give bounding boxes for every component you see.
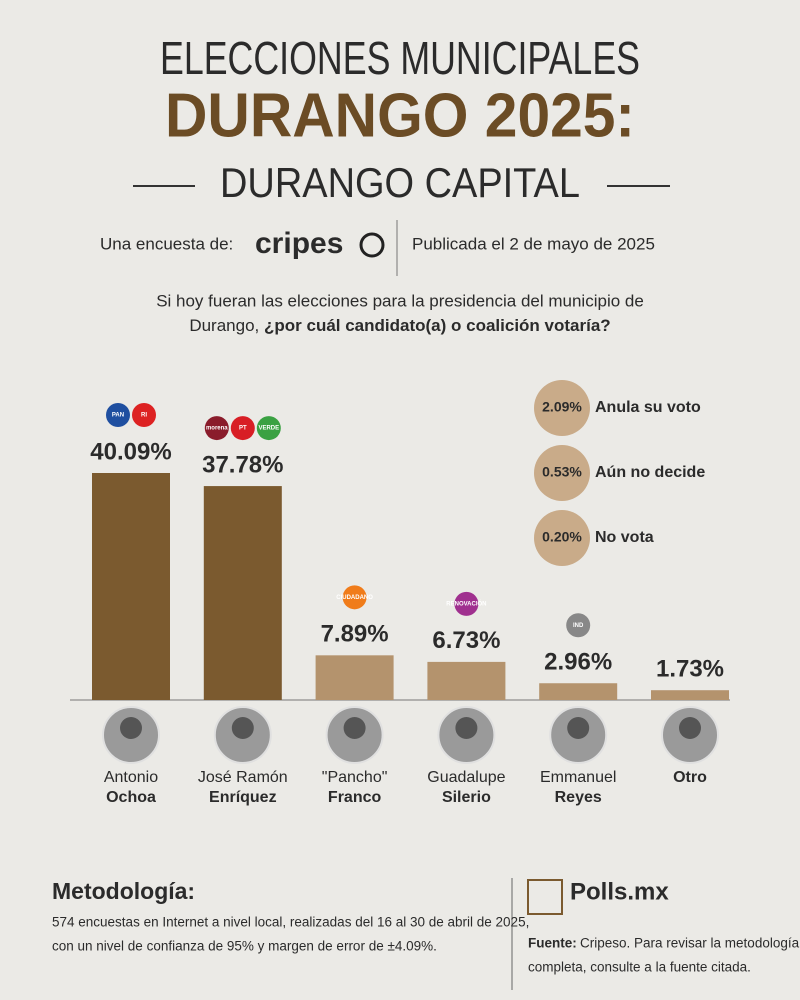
title-line2: DURANGO 2025: xyxy=(165,81,635,150)
category-last: Enríquez xyxy=(209,789,277,806)
party-logo-text: morena xyxy=(206,426,228,432)
value-label: 40.09% xyxy=(90,438,171,465)
category-last: Franco xyxy=(328,789,382,806)
bar xyxy=(539,683,618,700)
bar xyxy=(92,473,170,700)
value-label: 7.89% xyxy=(321,621,389,648)
brand: Polls.mx xyxy=(570,878,669,905)
party-logo xyxy=(342,585,367,610)
category-first: Emmanuel xyxy=(540,769,616,786)
party-logo xyxy=(454,591,479,616)
other-value: 2.09% xyxy=(542,399,582,415)
party-logo xyxy=(204,416,229,441)
question-bold: ¿por cuál candidato(a) o coalición votar… xyxy=(264,316,611,335)
party-logo-text: PT xyxy=(239,426,247,432)
category-first: Guadalupe xyxy=(427,769,505,786)
category-last: Ochoa xyxy=(106,789,156,806)
other-bubble xyxy=(534,380,590,436)
bar xyxy=(203,486,282,700)
published: Publicada el 2 de mayo de 2025 xyxy=(412,234,655,253)
value-label: 6.73% xyxy=(432,627,500,654)
pollster-icon xyxy=(359,232,385,258)
category-last: Otro xyxy=(673,769,707,786)
party-logo-text: RI xyxy=(141,413,147,419)
source-line: completa, consulte a la fuente citada. xyxy=(528,960,751,975)
category-first: "Pancho" xyxy=(322,769,388,786)
other-value: 0.53% xyxy=(542,464,582,480)
party-logo xyxy=(256,416,281,441)
value-label: 2.96% xyxy=(544,649,612,676)
candidate-head xyxy=(120,717,142,739)
candidate-head xyxy=(567,717,590,739)
question-plain: Durango, xyxy=(189,316,259,335)
methodology-line: con un nivel de confianza de 95% y marge… xyxy=(52,939,437,954)
value-label: 37.78% xyxy=(202,451,283,478)
bar xyxy=(315,655,394,700)
category-first: Antonio xyxy=(104,769,158,786)
methodology-line: 574 encuestas en Internet a nivel local,… xyxy=(52,915,529,930)
party-logo-text: RENOVACIÓN xyxy=(446,599,486,607)
brand-icon xyxy=(527,879,563,915)
candidate-head xyxy=(231,717,254,739)
value-label: 1.73% xyxy=(656,656,724,683)
category-last: Reyes xyxy=(555,789,602,806)
bar xyxy=(427,661,506,700)
party-logo xyxy=(132,403,156,427)
candidate-head xyxy=(679,717,701,739)
question: Si hoy fueran las elecciones para la pre… xyxy=(156,291,644,310)
party-logo xyxy=(106,403,130,427)
candidate-head xyxy=(455,717,478,739)
question: Durango, ¿por cuál candidato(a) o coalic… xyxy=(189,316,610,335)
candidate-head xyxy=(343,717,366,739)
category-first: José Ramón xyxy=(198,769,288,786)
pollster-logo: cripes xyxy=(255,227,343,260)
party-logo xyxy=(566,613,591,638)
party-logo-text: IND xyxy=(573,623,584,629)
title-line1: ELECCIONES MUNICIPALES xyxy=(160,32,640,84)
title-line3: DURANGO CAPITAL xyxy=(220,159,580,206)
survey-by: Una encuesta de: xyxy=(100,234,233,253)
source-line: Cripeso. Para revisar la metodología xyxy=(580,936,800,951)
party-logo-text: VERDE xyxy=(258,426,279,432)
other-label: No vota xyxy=(595,529,654,546)
other-label: Aún no decide xyxy=(595,464,705,481)
party-logo-text: CIUDADANO xyxy=(336,595,373,601)
party-logo xyxy=(230,416,255,441)
category-last: Silerio xyxy=(442,789,491,806)
bar xyxy=(651,690,729,700)
methodology-title: Metodología: xyxy=(52,878,195,904)
other-label: Anula su voto xyxy=(595,399,701,416)
other-bubble xyxy=(534,445,590,501)
source-label: Fuente: xyxy=(528,936,577,951)
other-value: 0.20% xyxy=(542,529,582,545)
other-bubble xyxy=(534,510,590,566)
party-logo-text: PAN xyxy=(112,413,124,419)
